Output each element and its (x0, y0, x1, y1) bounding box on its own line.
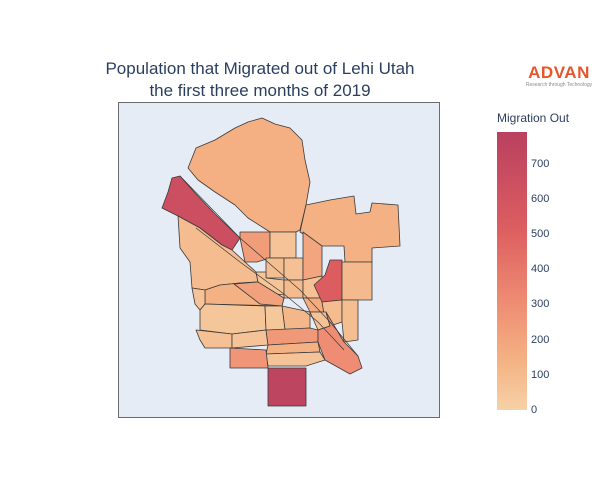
region-center-1[interactable] (239, 231, 271, 263)
region-s-4[interactable] (229, 347, 269, 369)
region-center-4[interactable] (283, 257, 304, 281)
colorbar-tick: 0 (531, 404, 538, 416)
region-mid-6[interactable] (199, 303, 267, 335)
region-south-tip[interactable] (267, 367, 307, 407)
diagonal-road (179, 175, 359, 357)
region-mid-2[interactable] (233, 281, 285, 307)
road-lines (179, 175, 359, 357)
colorbar-tick: 700 (531, 157, 550, 170)
region-mid-7[interactable] (264, 305, 286, 331)
region-mid-4[interactable] (281, 305, 311, 331)
map-title: Population that Migrated out of Lehi Uta… (0, 58, 520, 102)
map-title-line-2: the first three months of 2019 (149, 81, 371, 100)
colorbar-tick: 600 (531, 192, 550, 205)
logo-wordmark: ADVAN (528, 63, 590, 82)
region-ne-block[interactable] (299, 195, 401, 263)
region-east-1[interactable] (341, 261, 373, 301)
colorbar-tick: 400 (531, 263, 550, 276)
colorbar-title: Migration Out (497, 111, 570, 125)
region-sw-1[interactable] (195, 329, 233, 349)
region-se-1[interactable] (265, 351, 326, 367)
advan-logo: ADVAN Research through Technology (523, 64, 595, 89)
region-center-7[interactable] (283, 279, 304, 299)
colorbar-tick: 300 (531, 298, 550, 311)
logo-tagline: Research through Technology (525, 82, 593, 88)
region-center-2[interactable] (269, 231, 297, 259)
map-title-line-1: Population that Migrated out of Lehi Uta… (105, 59, 415, 78)
diagonal-road-2 (195, 227, 345, 351)
colorbar-gradient (497, 132, 527, 410)
colorbar-tick: 500 (531, 228, 550, 241)
colorbar-tick: 200 (531, 333, 550, 346)
region-mid-5[interactable] (341, 299, 359, 343)
colorbar-tick: 100 (531, 368, 550, 381)
region-north-large[interactable] (187, 117, 311, 233)
